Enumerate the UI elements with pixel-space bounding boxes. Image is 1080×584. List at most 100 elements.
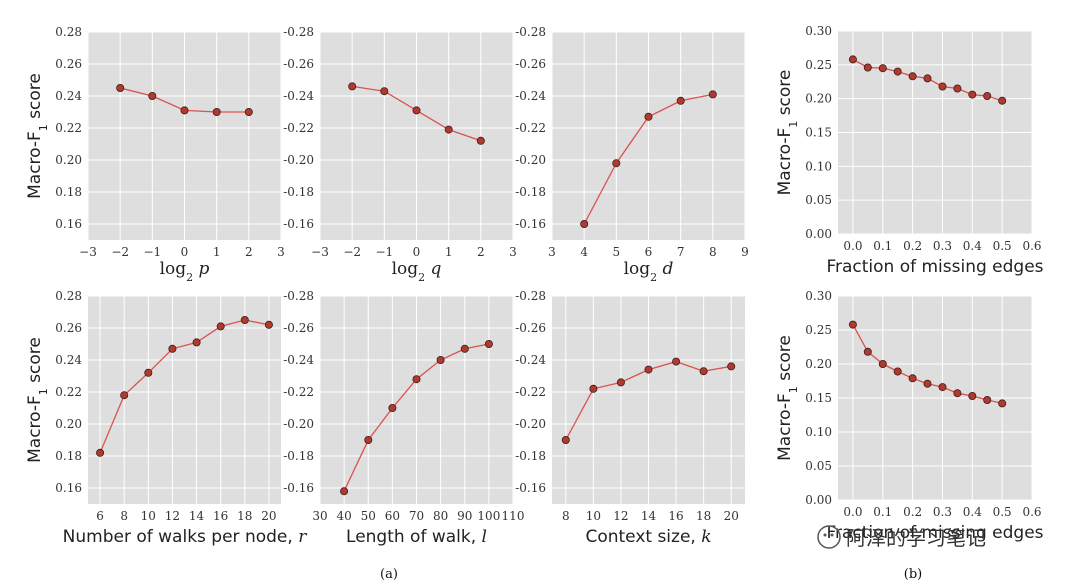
- y-axis-label-tail: score: [25, 73, 45, 124]
- x-tick-label: 0.5: [993, 239, 1012, 253]
- data-point: [878, 359, 887, 368]
- data-point: [388, 403, 397, 412]
- x-axis-label: Length of walk, l: [346, 527, 487, 547]
- y-tick-label: 0.20: [55, 417, 82, 431]
- data-point: [240, 315, 249, 324]
- data-point: [484, 339, 493, 348]
- x-axis-label-text: Fraction of missing edges: [826, 523, 1043, 543]
- data-point: [168, 344, 177, 353]
- x-tick-label: 40: [336, 509, 351, 523]
- x-tick-label: 70: [409, 509, 424, 523]
- x-axis-label: Fraction of missing edges: [826, 523, 1043, 543]
- data-point: [380, 87, 389, 96]
- watermark: 阿泽的学习笔记: [817, 525, 986, 550]
- data-point: [848, 320, 857, 329]
- x-axis-label-subscript: 2: [186, 271, 193, 284]
- x-tick-label: 4: [580, 245, 588, 259]
- data-point: [212, 108, 221, 117]
- panel-p5: 6 8 10 12 14 16 18 20 0.16 0.18 0.20 0.22 0.24 0.26 0.…: [25, 289, 307, 547]
- x-tick-label: 0.3: [933, 239, 952, 253]
- x-tick-label: 0.2: [903, 239, 922, 253]
- x-axis-label-subscript: 2: [418, 271, 425, 284]
- data-point: [244, 108, 253, 117]
- x-tick-label: 3: [509, 245, 517, 259]
- y-axis-label-text: Macro-F: [25, 131, 45, 199]
- y-tick-label: 0.15: [805, 391, 832, 405]
- y-tick-label: -0.24: [515, 89, 546, 103]
- data-point: [561, 435, 570, 444]
- data-point: [589, 384, 598, 393]
- data-point: [863, 63, 872, 72]
- y-axis-label: Macro-F1 score: [775, 335, 800, 461]
- y-tick-label: -0.24: [515, 353, 546, 367]
- x-tick-label: 10: [586, 509, 601, 523]
- x-tick-label: 0.6: [1022, 239, 1041, 253]
- y-axis-label-subscript: 1: [787, 386, 800, 393]
- x-tick-label: 50: [361, 509, 376, 523]
- y-tick-label: -0.18: [283, 185, 314, 199]
- data-point: [264, 320, 273, 329]
- y-tick-label: 0.26: [55, 321, 82, 335]
- y-tick-label: -0.26: [283, 321, 314, 335]
- y-tick-label: 0.15: [805, 126, 832, 140]
- x-axis-label-variable: k: [701, 527, 711, 547]
- data-point: [953, 389, 962, 398]
- data-point: [983, 92, 992, 101]
- x-axis-label: log2 d: [624, 259, 674, 284]
- data-point: [968, 90, 977, 99]
- x-tick-label: 0.0: [843, 239, 862, 253]
- y-tick-label: -0.18: [283, 449, 314, 463]
- data-point: [998, 96, 1007, 105]
- x-axis-label-variable: d: [657, 259, 673, 279]
- y-tick-label: -0.28: [283, 289, 314, 303]
- x-tick-label: 12: [613, 509, 628, 523]
- y-tick-label: 0.30: [805, 289, 832, 303]
- y-axis-label-text: Macro-F: [775, 393, 795, 461]
- data-point: [644, 112, 653, 121]
- y-tick-label: -0.22: [515, 385, 546, 399]
- caption-a: (a): [380, 567, 398, 582]
- x-tick-label: −1: [143, 245, 161, 259]
- data-point: [672, 357, 681, 366]
- data-point: [192, 338, 201, 347]
- data-point: [727, 362, 736, 371]
- x-tick-label: 100: [477, 509, 500, 523]
- y-tick-label: 0.20: [805, 92, 832, 106]
- data-point: [938, 383, 947, 392]
- x-axis-label-variable: l: [482, 527, 487, 547]
- data-point: [616, 378, 625, 387]
- x-tick-label: 0.2: [903, 505, 922, 519]
- y-axis-label-text: Macro-F: [25, 395, 45, 463]
- x-axis-label: log2 p: [160, 259, 210, 284]
- y-tick-label: -0.20: [283, 153, 314, 167]
- x-tick-label: 12: [165, 509, 180, 523]
- y-tick-label: 0.25: [805, 58, 832, 72]
- data-point: [96, 448, 105, 457]
- y-tick-label: -0.26: [283, 57, 314, 71]
- x-tick-label: 110: [502, 509, 525, 523]
- panel-p4: 0.0 0.1 0.2 0.3 0.4 0.5 0.6 0.00 0.05 0.10 0.15 0.2…: [775, 24, 1044, 277]
- y-axis-label-tail: score: [775, 70, 795, 121]
- y-tick-label: 0.28: [55, 289, 82, 303]
- y-axis-label: Macro-F1 score: [25, 337, 50, 463]
- y-axis-label-subscript: 1: [787, 121, 800, 128]
- x-tick-label: 8: [120, 509, 128, 523]
- data-point: [923, 74, 932, 83]
- data-point: [953, 84, 962, 93]
- data-point: [116, 84, 125, 93]
- data-point: [893, 67, 902, 76]
- x-tick-label: 6: [96, 509, 104, 523]
- x-tick-label: 0: [181, 245, 189, 259]
- y-tick-label: 0.16: [55, 217, 82, 231]
- y-tick-label: -0.18: [515, 449, 546, 463]
- x-tick-label: 0.0: [843, 505, 862, 519]
- panel-p1: −3 −2 −1 0 1 2 3 0.16 0.18 0.20 0.22 0.24 0.26 0.28 Ma…: [25, 25, 285, 284]
- data-point: [340, 487, 349, 496]
- x-tick-label: 10: [141, 509, 156, 523]
- x-axis-label: log2 q: [392, 259, 442, 284]
- x-tick-label: 0.3: [933, 505, 952, 519]
- y-tick-label: -0.28: [515, 25, 546, 39]
- watermark-text: 阿泽的学习笔记: [846, 526, 986, 550]
- x-tick-label: 1: [445, 245, 453, 259]
